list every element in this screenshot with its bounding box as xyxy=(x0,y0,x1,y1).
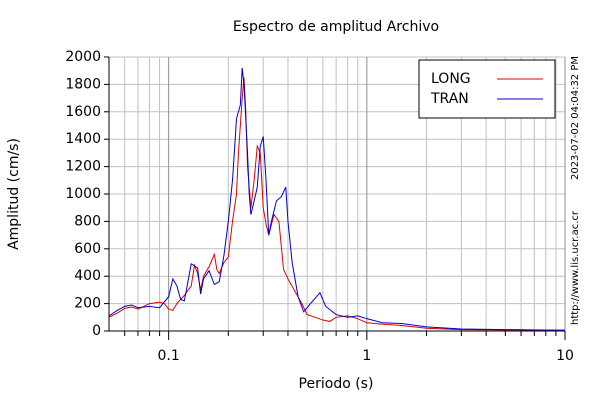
series-line xyxy=(108,67,566,331)
chart-title: Espectro de amplitud Archivo xyxy=(233,19,439,35)
x-tick-label: 0.1 xyxy=(158,348,180,364)
legend-label: TRAN xyxy=(430,91,469,107)
y-tick-label: 800 xyxy=(74,213,101,229)
y-tick-label: 1400 xyxy=(65,131,101,147)
source-url: http://www.lis.ucr.ac.cr xyxy=(570,210,581,325)
y-tick-label: 1200 xyxy=(65,159,101,175)
legend-box xyxy=(418,59,556,119)
y-tick-label: 1800 xyxy=(65,76,101,92)
series-line xyxy=(108,77,566,331)
x-axis-label: Periodo (s) xyxy=(299,376,374,392)
timestamp: 2023-07-02 04:04:32 PM xyxy=(570,56,581,180)
y-tick-label: 2000 xyxy=(65,49,101,65)
y-axis-label: Amplitud (cm/s) xyxy=(6,138,22,250)
y-tick-label: 600 xyxy=(74,241,101,257)
y-tick-label: 200 xyxy=(74,296,101,312)
x-tick-label: 10 xyxy=(556,348,574,364)
x-tick-label: 1 xyxy=(362,348,371,364)
y-tick-label: 1600 xyxy=(65,104,101,120)
y-tick-label: 1000 xyxy=(65,186,101,202)
legend-label: LONG xyxy=(431,71,471,87)
y-tick-label: 0 xyxy=(92,323,101,339)
y-tick-label: 400 xyxy=(74,268,101,284)
